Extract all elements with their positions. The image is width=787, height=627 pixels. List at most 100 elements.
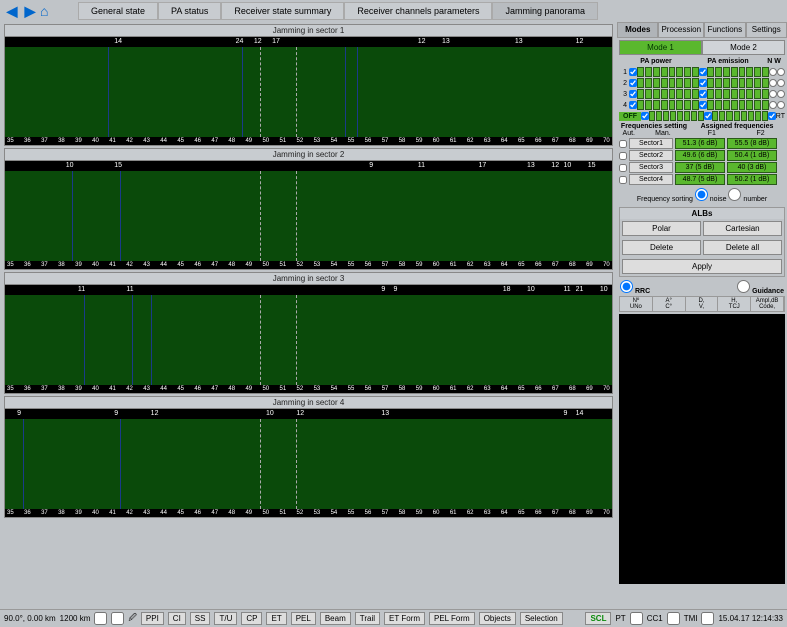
pa-cell[interactable] [712, 111, 718, 121]
bb-ppi-button[interactable]: PPI [141, 612, 164, 625]
pa-power-cell[interactable] [661, 78, 668, 88]
pa-emission-cell[interactable] [715, 100, 722, 110]
pa-checkbox[interactable] [699, 68, 707, 76]
rt-checkbox[interactable] [768, 112, 776, 120]
pa-radio-w[interactable] [777, 90, 785, 98]
pa-power-cell[interactable] [669, 89, 676, 99]
pa-emission-cell[interactable] [707, 100, 714, 110]
off-button[interactable]: OFF [619, 112, 641, 121]
pa-checkbox[interactable] [629, 79, 637, 87]
pa-emission-cell[interactable] [754, 67, 761, 77]
pa-emission-cell[interactable] [731, 78, 738, 88]
pa-cell[interactable] [734, 111, 740, 121]
bb-checkbox[interactable] [94, 612, 107, 625]
pa-radio-n[interactable] [769, 90, 777, 98]
bb-beam-button[interactable]: Beam [320, 612, 351, 625]
guidance-radio[interactable] [737, 280, 750, 293]
pa-power-cell[interactable] [661, 67, 668, 77]
pa-emission-cell[interactable] [707, 78, 714, 88]
pa-power-cell[interactable] [661, 100, 668, 110]
pa-emission-cell[interactable] [731, 89, 738, 99]
pa-radio-w[interactable] [777, 101, 785, 109]
pa-cell[interactable] [656, 111, 662, 121]
pa-cell[interactable] [670, 111, 676, 121]
sector-button-1[interactable]: Sector1 [629, 138, 673, 149]
pa-emission-cell[interactable] [762, 78, 769, 88]
pa-power-cell[interactable] [676, 89, 683, 99]
pa-power-cell[interactable] [684, 67, 691, 77]
home-icon[interactable]: ⌂ [40, 3, 56, 19]
pa-emission-cell[interactable] [707, 67, 714, 77]
nav-forward-icon[interactable]: ▶ [22, 3, 38, 19]
rrc-radio[interactable] [620, 280, 633, 293]
delete-all-button[interactable]: Delete all [703, 240, 782, 255]
pa-radio-n[interactable] [769, 101, 777, 109]
pa-emission-cell[interactable] [754, 100, 761, 110]
right-tab-settings[interactable]: Settings [746, 22, 787, 38]
nav-tab-receiver-channels-parameters[interactable]: Receiver channels parameters [344, 2, 492, 20]
pa-emission-cell[interactable] [715, 89, 722, 99]
pa-emission-cell[interactable] [707, 89, 714, 99]
pa-checkbox[interactable] [641, 112, 649, 120]
pa-power-cell[interactable] [653, 100, 660, 110]
bb-pel-form-button[interactable]: PEL Form [429, 612, 475, 625]
nav-tab-jamming-panorama[interactable]: Jamming panorama [492, 2, 598, 20]
pa-power-cell[interactable] [653, 67, 660, 77]
pa-cell[interactable] [663, 111, 669, 121]
pa-checkbox[interactable] [629, 101, 637, 109]
pa-emission-cell[interactable] [754, 78, 761, 88]
pa-power-cell[interactable] [669, 100, 676, 110]
bb-t/u-button[interactable]: T/U [214, 612, 237, 625]
pa-power-cell[interactable] [637, 89, 644, 99]
cartesian-button[interactable]: Cartesian [703, 221, 782, 236]
pa-cell[interactable] [677, 111, 683, 121]
pa-emission-cell[interactable] [723, 100, 730, 110]
pa-emission-cell[interactable] [754, 89, 761, 99]
cc1-checkbox[interactable] [667, 612, 680, 625]
sector-checkbox[interactable] [619, 176, 627, 184]
pa-emission-cell[interactable] [762, 89, 769, 99]
pa-emission-cell[interactable] [723, 67, 730, 77]
pa-power-cell[interactable] [669, 78, 676, 88]
mode-tab-1[interactable]: Mode 1 [619, 40, 702, 55]
right-tab-procession[interactable]: Procession [658, 22, 704, 38]
pa-emission-cell[interactable] [762, 100, 769, 110]
pa-emission-cell[interactable] [723, 78, 730, 88]
bb-objects-button[interactable]: Objects [479, 612, 516, 625]
pa-power-cell[interactable] [637, 100, 644, 110]
pa-power-cell[interactable] [684, 89, 691, 99]
pa-radio-n[interactable] [769, 68, 777, 76]
tmi-checkbox[interactable] [701, 612, 714, 625]
pa-checkbox[interactable] [699, 101, 707, 109]
number-radio[interactable] [728, 188, 741, 201]
right-tab-functions[interactable]: Functions [704, 22, 745, 38]
sector-button-4[interactable]: Sector4 [629, 174, 673, 185]
nav-tab-general-state[interactable]: General state [78, 2, 158, 20]
polar-button[interactable]: Polar [622, 221, 701, 236]
pa-power-cell[interactable] [669, 67, 676, 77]
noise-radio[interactable] [695, 188, 708, 201]
pa-power-cell[interactable] [684, 100, 691, 110]
mode-tab-2[interactable]: Mode 2 [702, 40, 785, 55]
pa-power-cell[interactable] [653, 78, 660, 88]
pa-emission-cell[interactable] [739, 100, 746, 110]
nav-tab-pa-status[interactable]: PA status [158, 2, 221, 20]
pa-power-cell[interactable] [692, 100, 699, 110]
pa-emission-cell[interactable] [731, 67, 738, 77]
pa-emission-cell[interactable] [731, 100, 738, 110]
pa-emission-cell[interactable] [762, 67, 769, 77]
sector-button-2[interactable]: Sector2 [629, 150, 673, 161]
pa-emission-cell[interactable] [739, 89, 746, 99]
pa-checkbox[interactable] [699, 79, 707, 87]
pa-cell[interactable] [691, 111, 697, 121]
nav-tab-receiver-state-summary[interactable]: Receiver state summary [221, 2, 344, 20]
pa-power-cell[interactable] [645, 89, 652, 99]
pa-emission-cell[interactable] [723, 89, 730, 99]
pa-cell[interactable] [719, 111, 725, 121]
apply-button[interactable]: Apply [622, 259, 782, 274]
pa-power-cell[interactable] [684, 78, 691, 88]
pa-emission-cell[interactable] [739, 67, 746, 77]
pa-checkbox[interactable] [699, 90, 707, 98]
pa-checkbox[interactable] [629, 68, 637, 76]
pa-cell[interactable] [741, 111, 747, 121]
